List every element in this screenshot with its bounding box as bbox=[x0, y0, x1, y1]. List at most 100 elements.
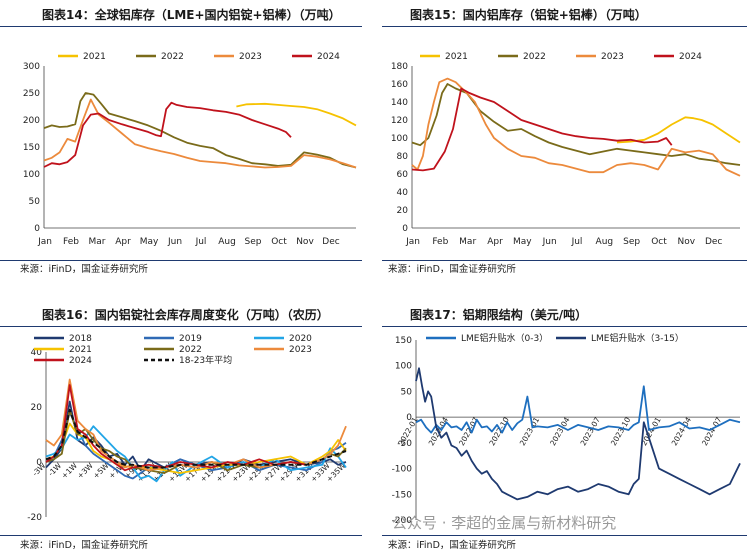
series-line-2023 bbox=[411, 77, 741, 177]
y-tick-label: 60 bbox=[397, 170, 409, 180]
chart16-title: 图表16：国内铝锭社会库存周度变化（万吨）（农历） bbox=[42, 308, 329, 322]
x-tick-label: Sep bbox=[623, 237, 640, 247]
x-tick-label: 2024-04 bbox=[670, 415, 694, 447]
y-tick-label: 0 bbox=[402, 224, 408, 234]
legend-label: 2023 bbox=[289, 345, 312, 355]
y-tick-label: -100 bbox=[392, 465, 413, 475]
series-line-LME铝升贴水（0-3） bbox=[415, 385, 741, 434]
x-tick-label: Aug bbox=[218, 237, 236, 247]
watermark: 公众号 · 李超的金属与新材料研究 bbox=[392, 514, 617, 532]
x-tick-label: Jan bbox=[405, 237, 420, 247]
chart17-source-rule bbox=[382, 535, 747, 536]
series-line-2021 bbox=[616, 116, 741, 144]
y-tick-label: 100 bbox=[23, 170, 40, 180]
legend-label: LME铝升贴水（3-15） bbox=[591, 332, 684, 344]
x-tick-label: 2024-07 bbox=[700, 415, 724, 447]
x-tick-label: May bbox=[513, 237, 532, 247]
x-tick-label: +1W bbox=[60, 461, 80, 481]
series-line-2022 bbox=[43, 92, 357, 169]
y-tick-label: -50 bbox=[397, 439, 412, 449]
y-tick-label: 160 bbox=[391, 80, 408, 90]
y-tick-label: 40 bbox=[31, 348, 43, 358]
chart16-source: 来源：iFinD，国金证券研究所 bbox=[20, 540, 148, 551]
chart15-plot: 0 20 40 60 80 100 120 140 160 180 Jan Feb Mar Apr May J… bbox=[391, 52, 741, 247]
x-tick-label: Nov bbox=[296, 237, 314, 247]
x-tick-label: -3W bbox=[31, 461, 48, 478]
chart17-title: 图表17：铝期限结构（美元/吨） bbox=[410, 308, 588, 322]
legend-label: 2021 bbox=[83, 52, 106, 62]
x-tick-label: 2023-04 bbox=[548, 415, 572, 447]
y-tick-label: 100 bbox=[395, 362, 412, 372]
x-tick-label: Mar bbox=[89, 237, 106, 247]
x-tick-label: Jan bbox=[37, 237, 52, 247]
x-tick-label: 2023-10 bbox=[609, 415, 633, 447]
x-tick-label: Jun bbox=[167, 237, 182, 247]
x-tick-label: Jul bbox=[571, 237, 583, 247]
y-tick-label: 80 bbox=[397, 152, 409, 162]
x-tick-label: +3W bbox=[75, 461, 95, 481]
y-tick-label: 300 bbox=[23, 62, 40, 72]
y-tick-label: 20 bbox=[31, 403, 43, 413]
x-tick-label: Mar bbox=[459, 237, 476, 247]
y-tick-label: 200 bbox=[23, 116, 40, 126]
x-tick-label: Feb bbox=[432, 237, 448, 247]
x-tick-label: Feb bbox=[63, 237, 79, 247]
legend-label: 2021 bbox=[69, 345, 92, 355]
legend-label: LME铝升贴水（0-3） bbox=[461, 332, 548, 344]
legend-label: 2022 bbox=[523, 52, 546, 62]
legend-label: 2024 bbox=[69, 356, 92, 366]
series-line-2021 bbox=[236, 102, 357, 127]
y-tick-label: 150 bbox=[395, 336, 412, 346]
y-tick-label: 0 bbox=[36, 458, 42, 468]
chart16-source-rule bbox=[0, 535, 362, 536]
series-line-2024 bbox=[43, 101, 292, 168]
x-tick-label: Jul bbox=[195, 237, 207, 247]
x-tick-label: Dec bbox=[705, 237, 722, 247]
legend-label: 2019 bbox=[179, 334, 202, 344]
legend-label: 2022 bbox=[161, 52, 184, 62]
y-tick-label: 50 bbox=[29, 197, 41, 207]
y-tick-label: 250 bbox=[23, 89, 40, 99]
y-tick-label: 20 bbox=[397, 206, 409, 216]
x-tick-label: Oct bbox=[271, 237, 287, 247]
y-tick-label: -200 bbox=[392, 516, 413, 526]
chart14-source: 来源：iFinD，国金证券研究所 bbox=[20, 264, 148, 275]
y-tick-label: -150 bbox=[392, 490, 413, 500]
chart16-title-rule bbox=[0, 326, 362, 327]
x-tick-label: Jun bbox=[542, 237, 557, 247]
chart15-title: 图表15：国内铝库存（铝锭+铝棒）（万吨） bbox=[410, 8, 647, 22]
y-tick-label: 0 bbox=[34, 224, 40, 234]
legend-label: 2022 bbox=[179, 345, 202, 355]
legend-label: 2024 bbox=[679, 52, 702, 62]
legend-label: 2018 bbox=[69, 334, 92, 344]
y-tick-label: 0 bbox=[406, 413, 412, 423]
x-tick-label: Nov bbox=[678, 237, 696, 247]
chart15-source: 来源：iFinD，国金证券研究所 bbox=[388, 264, 516, 275]
series-line-2024 bbox=[411, 87, 673, 172]
chart14-title-rule bbox=[0, 26, 362, 27]
series-line-LME铝升贴水（3-15） bbox=[415, 367, 741, 501]
y-tick-label: 140 bbox=[391, 98, 408, 108]
legend-label: 2023 bbox=[601, 52, 624, 62]
series-line-2023 bbox=[45, 378, 347, 472]
series-line-2023 bbox=[43, 98, 357, 169]
legend-label: 2020 bbox=[289, 334, 312, 344]
legend-label: 2023 bbox=[239, 52, 262, 62]
series-line-2021 bbox=[45, 422, 347, 474]
y-tick-label: 180 bbox=[391, 62, 408, 72]
chart17-source: 来源：iFinD，国金证券研究所 bbox=[388, 540, 516, 551]
legend-label: 2021 bbox=[445, 52, 468, 62]
y-tick-label: 40 bbox=[397, 188, 409, 198]
y-tick-label: 100 bbox=[391, 134, 408, 144]
chart15-source-rule bbox=[382, 260, 747, 261]
legend-label: 18-23年平均 bbox=[179, 354, 232, 366]
y-tick-label: 150 bbox=[23, 143, 40, 153]
x-tick-label: Dec bbox=[322, 237, 339, 247]
chart14-plot: 0 50 100 150 200 250 300 Jan Feb Mar Apr May Jun Jul A… bbox=[23, 52, 357, 247]
chart15-title-rule bbox=[382, 26, 747, 27]
series-line-2024 bbox=[45, 384, 307, 472]
x-tick-label: Sep bbox=[245, 237, 262, 247]
x-tick-label: Apr bbox=[487, 237, 503, 247]
series-line-2022 bbox=[411, 83, 741, 166]
